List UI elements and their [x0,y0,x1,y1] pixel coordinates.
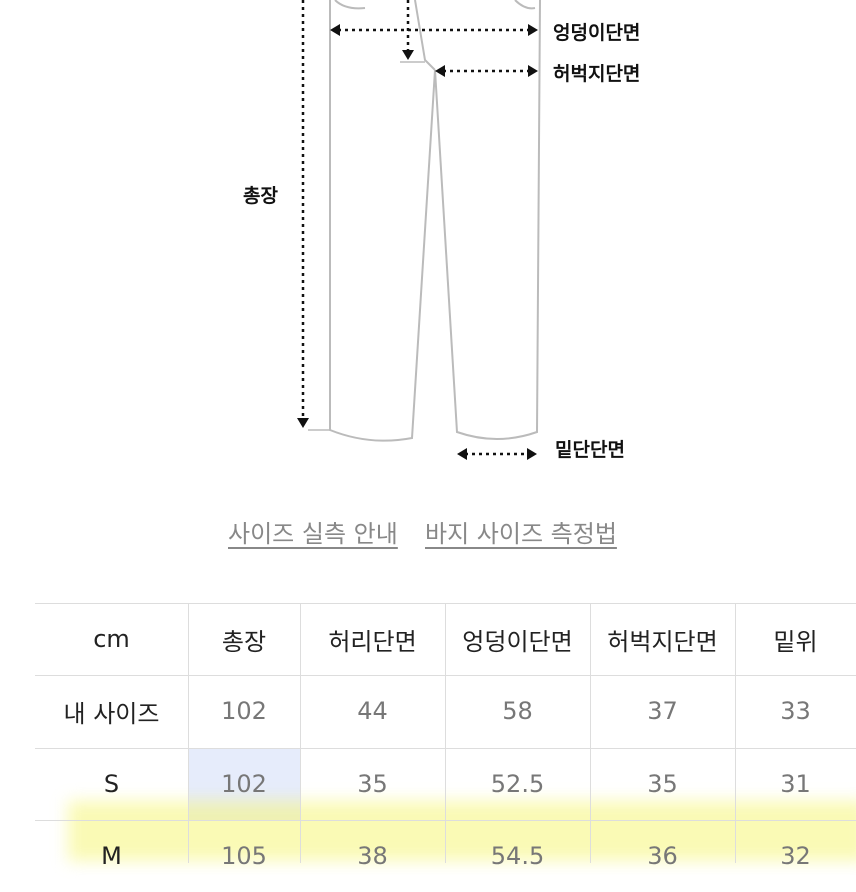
col-border [300,603,301,863]
cell: 38 [357,842,388,870]
header-cell: 엉덩이단면 [462,627,573,656]
cell: S [103,770,120,798]
col-border [188,603,189,863]
arrowheads [297,24,538,460]
col-border [735,603,736,863]
cell: 32 [780,842,811,870]
cell: 31 [780,770,811,798]
cell: 102 [221,697,267,725]
label: 엉덩이단면 [553,22,641,44]
cell: 58 [502,697,533,725]
link[interactable]: 사이즈 실측 안내 [228,520,398,548]
cell: 36 [647,842,678,870]
cell: M [101,842,122,870]
header-cell: 허리단면 [328,627,417,656]
cell: 35 [357,770,388,798]
cell: 내 사이즈 [63,699,160,728]
cell: 37 [647,697,678,725]
header-cell: 밑위 [773,627,818,656]
pants-diagram [297,0,541,460]
cell: 54.5 [490,842,545,870]
label: 허벅지단면 [553,63,641,85]
col-border [445,603,446,863]
col-border [590,603,591,863]
cell: 35 [647,770,678,798]
link[interactable]: 바지 사이즈 측정법 [425,520,617,548]
header-cell: cm [93,625,130,653]
cell: 33 [780,697,811,725]
pants-outline [329,0,541,442]
cell: 52.5 [490,770,545,798]
measure-lines [301,0,530,456]
header-cell: 허벅지단면 [607,627,718,656]
label: 총장 [243,185,278,207]
cell: 102 [221,770,267,798]
page: {"diagram": {"labels": ["엉덩이단면", "허벅지단면"… [35,0,856,870]
guide-lines [308,61,425,431]
row-highlight [68,801,856,861]
header-cell: 총장 [221,627,267,656]
cell: 105 [221,842,267,870]
cell: 44 [357,697,388,725]
label: 밑단단면 [555,439,625,461]
